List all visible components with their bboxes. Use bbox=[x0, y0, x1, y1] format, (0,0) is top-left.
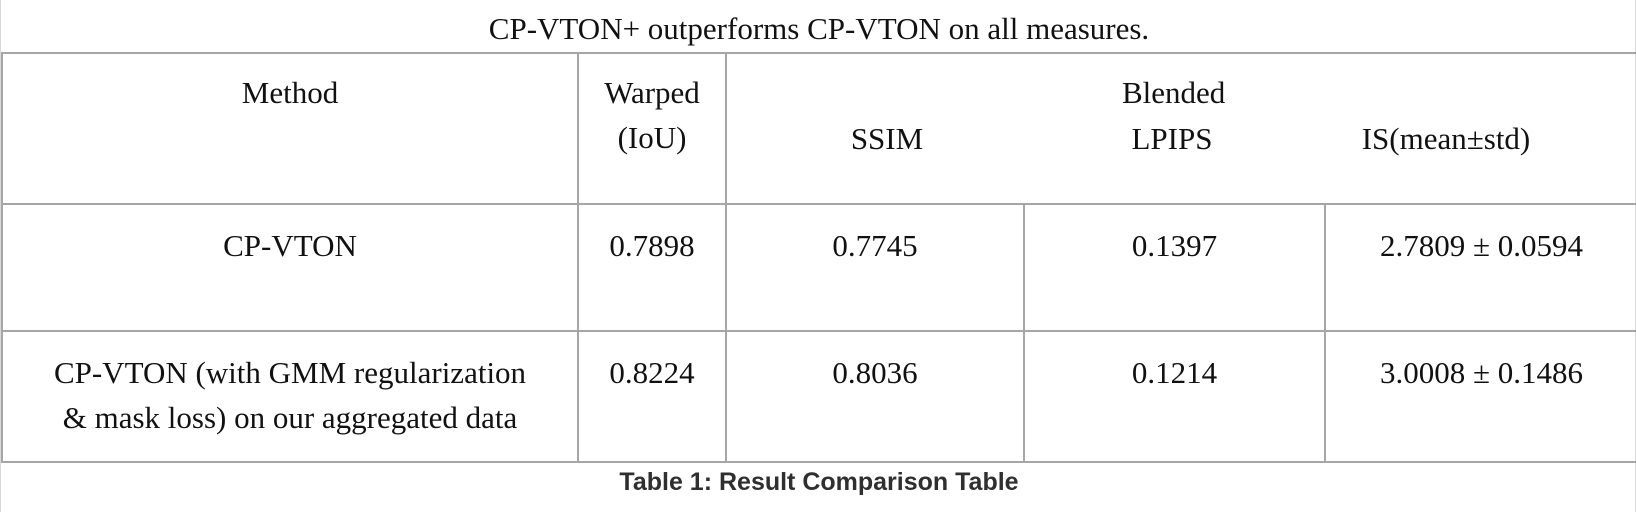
warped-header-metric: (IoU) bbox=[617, 120, 687, 155]
blended-header-label: Blended bbox=[1122, 75, 1226, 110]
table-title: CP-VTON+ outperforms CP-VTON on all meas… bbox=[488, 11, 1150, 46]
method-name-continuation: & mask loss) on our aggregated data bbox=[62, 400, 518, 436]
is-cell: 3.0008 ± 0.1486 bbox=[1323, 330, 1636, 463]
method-header-cell: Method bbox=[1, 52, 579, 205]
table-caption: Table 1: Result Comparison Table bbox=[619, 468, 1019, 496]
ssim-value: 0.7745 bbox=[832, 227, 918, 263]
method-header-label: Method bbox=[241, 75, 339, 110]
method-name: CP-VTON bbox=[223, 227, 357, 263]
table-header-row: Method Warped (IoU) Blended SSIM LPIPS I… bbox=[1, 52, 1636, 205]
result-comparison-table: Method Warped (IoU) Blended SSIM LPIPS I… bbox=[1, 52, 1636, 463]
ssim-cell: 0.7745 bbox=[725, 202, 1025, 333]
lpips-value: 0.1214 bbox=[1131, 355, 1218, 391]
table-row: CP-VTON 0.7898 0.7745 0.1397 2.7809 ± 0.… bbox=[1, 202, 1636, 333]
warped-iou-cell: 0.8224 bbox=[577, 330, 727, 463]
table-row: CP-VTON (with GMM regularization & mask … bbox=[1, 330, 1636, 463]
lpips-cell: 0.1397 bbox=[1023, 202, 1326, 333]
warped-header-label: Warped bbox=[604, 75, 700, 110]
method-name: CP-VTON (with GMM regularization bbox=[53, 355, 527, 391]
lpips-value: 0.1397 bbox=[1131, 227, 1218, 263]
method-cell: CP-VTON (with GMM regularization & mask … bbox=[1, 330, 579, 463]
warped-iou-value: 0.8224 bbox=[609, 355, 695, 391]
warped-iou-cell: 0.7898 bbox=[577, 202, 727, 333]
blended-header-cell: Blended SSIM LPIPS IS(mean±std) bbox=[724, 52, 1636, 205]
ssim-value: 0.8036 bbox=[832, 355, 918, 391]
warped-header-cell: Warped (IoU) bbox=[577, 52, 727, 205]
warped-iou-value: 0.7898 bbox=[609, 227, 695, 263]
ssim-header-label: SSIM bbox=[850, 121, 924, 156]
method-cell: CP-VTON bbox=[1, 202, 579, 333]
lpips-header-label: LPIPS bbox=[1131, 121, 1213, 156]
is-value: 2.7809 ± 0.0594 bbox=[1380, 227, 1584, 263]
is-header-label: IS(mean±std) bbox=[1361, 121, 1531, 156]
lpips-cell: 0.1214 bbox=[1023, 330, 1326, 463]
is-value: 3.0008 ± 0.1486 bbox=[1380, 355, 1584, 391]
is-cell: 2.7809 ± 0.0594 bbox=[1323, 202, 1636, 333]
ssim-cell: 0.8036 bbox=[725, 330, 1025, 463]
